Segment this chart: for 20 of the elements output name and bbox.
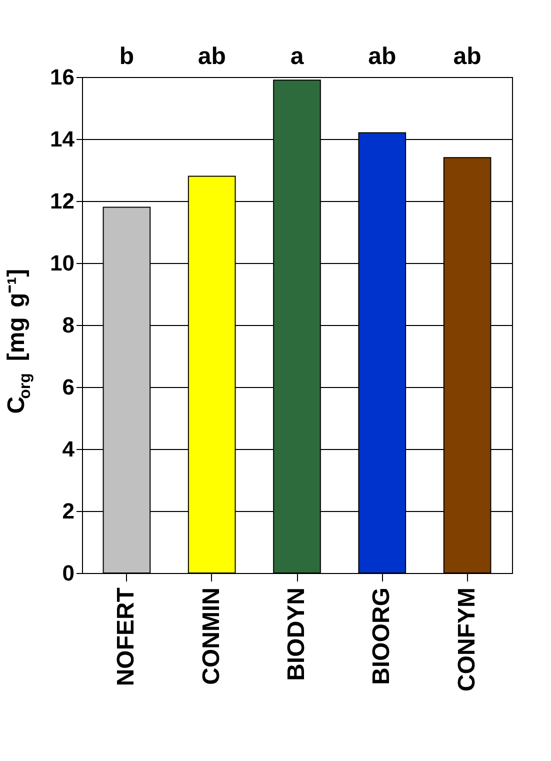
y-tick-label: 2 — [62, 498, 74, 524]
y-tick-label: 14 — [50, 126, 76, 152]
text: ab — [368, 43, 396, 70]
x-tick-label: CONMIN — [198, 588, 225, 685]
y-tick-label: 10 — [50, 250, 74, 276]
y-axis-title: Corg [mg g⁻¹] — [3, 268, 34, 414]
y-tick-label: 8 — [62, 312, 74, 338]
y-tick-label: 16 — [50, 64, 74, 90]
y-tick-label: 0 — [62, 560, 74, 586]
y-tick-label: 12 — [50, 188, 74, 214]
text: a — [290, 43, 304, 70]
x-tick-label: CONFYM — [453, 588, 480, 692]
x-tick-label: BIODYN — [283, 588, 310, 681]
y-tick-label: 6 — [62, 374, 74, 400]
text: ab — [198, 43, 226, 70]
x-tick-label: BIOORG — [368, 588, 396, 685]
text: ab — [453, 43, 482, 70]
text: b — [119, 43, 134, 70]
y-tick-label: 4 — [62, 436, 76, 462]
x-tick-label: NOFERT — [112, 587, 140, 686]
